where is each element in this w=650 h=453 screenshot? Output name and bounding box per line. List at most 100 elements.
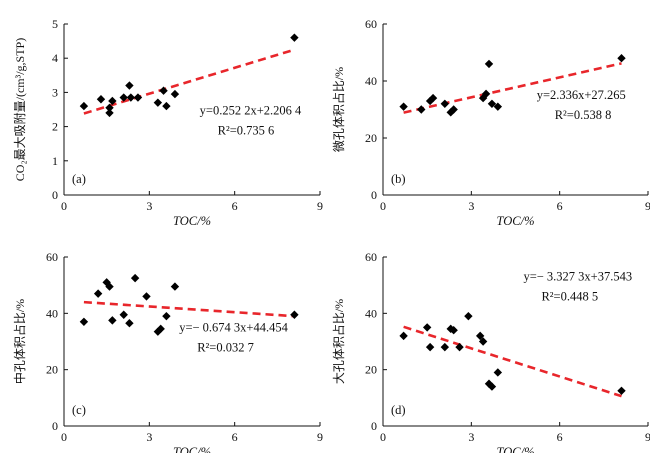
- panel-d-ticks: 0 3 6 9 0 20 40 60: [365, 250, 650, 444]
- panel-d-data-point: [464, 311, 473, 321]
- panel-d: 0 3 6 9 0 20 40 60 TOC/% 大孔体积占比/% y=− 3.327 3x+…: [331, 250, 650, 453]
- panel-b-data-point: [449, 105, 458, 114]
- panel-b-trendline: [403, 62, 622, 114]
- panel-d-x-tick-label: 0: [380, 430, 386, 444]
- panel-b-data-point: [440, 99, 450, 108]
- panel-c-data-point: [290, 310, 299, 319]
- panel-b-x-tick-label: 6: [557, 199, 563, 213]
- panel-d-data-point: [440, 342, 450, 352]
- panel-a-y-tick-label: 3: [52, 85, 58, 99]
- panel-a-data-point: [108, 96, 117, 106]
- panel-c-x-tick-label: 3: [146, 430, 152, 444]
- panel-a-x-tick-label: 6: [232, 199, 238, 213]
- panel-b-x-axis-title: TOC/%: [497, 214, 535, 228]
- panel-a: 0 3 6 9 0 1 2 3 4 5 TOC/% CO₂最大吸附量/(cm³/g,STP) y=…: [13, 17, 323, 228]
- panel-c-y-axis-title: 中孔体积占比/%: [12, 299, 27, 384]
- panel-a-data-point: [126, 93, 136, 102]
- panel-d-y-tick-label: 60: [365, 250, 377, 264]
- panel-d-data-point: [487, 382, 497, 391]
- panel-d-x-tick-label: 6: [557, 430, 563, 444]
- panel-a-y-tick-label: 5: [52, 17, 58, 31]
- panel-d-y-tick-label: 0: [371, 419, 377, 433]
- panel-c-y-tick-label: 20: [46, 363, 58, 377]
- panel-a-data-point: [133, 93, 143, 102]
- panel-c-equation: y=− 0.674 3x+44.454: [179, 320, 288, 334]
- panel-b-y-tick-label: 0: [371, 188, 377, 202]
- panel-a-x-tick-label: 9: [317, 199, 323, 213]
- panel-d-y-tick-label: 20: [365, 363, 377, 377]
- panel-d-data-point: [493, 368, 503, 377]
- panel-b-data-point: [428, 93, 438, 103]
- panel-a-equation: y=0.252 2x+2.206 4: [200, 104, 302, 118]
- panel-c-data-point: [142, 292, 151, 301]
- panel-c-data-point: [156, 324, 165, 334]
- panel-d-data-point: [422, 323, 432, 332]
- panel-a-y-tick-label: 1: [52, 154, 58, 168]
- panel-c-data-point: [170, 282, 180, 291]
- panel-c-data-point: [125, 318, 134, 328]
- panel-a-data-point: [96, 95, 106, 104]
- panel-c-data-point: [93, 289, 103, 298]
- panel-b-data-point: [484, 59, 494, 69]
- panel-a-data-point: [105, 103, 114, 112]
- panel-c-y-tick-label: 0: [52, 419, 58, 433]
- panel-b-ticks: 0 3 6 9 0 20 40 60: [365, 17, 650, 213]
- panel-b-marks: [399, 54, 626, 117]
- panel-a-data-point: [159, 86, 168, 95]
- panel-d-data-point: [449, 326, 458, 335]
- panel-d-marks: [399, 311, 626, 398]
- panel-d-y-tick-label: 40: [365, 306, 377, 320]
- panel-a-data-point: [119, 93, 128, 102]
- panel-c-x-tick-label: 0: [61, 430, 67, 444]
- panel-c-data-point: [130, 273, 140, 283]
- panel-c-marks: [79, 273, 299, 336]
- panel-d-x-tick-label: 3: [468, 430, 474, 444]
- panel-c-y-tick-label: 40: [46, 306, 58, 320]
- panel-a-data-point: [162, 101, 171, 111]
- panel-d-data-point: [617, 386, 626, 395]
- panel-a-x-axis-title: TOC/%: [173, 214, 211, 228]
- panel-a-x-tick-label: 3: [146, 199, 152, 213]
- panel-a-data-point: [105, 108, 114, 118]
- panel-d-x-axis-title: TOC/%: [497, 445, 535, 453]
- panel-b-x-tick-label: 3: [468, 199, 474, 213]
- panel-a-y-tick-label: 2: [52, 120, 58, 134]
- panel-a-y-axis-title: CO₂最大吸附量/(cm³/g,STP): [13, 38, 27, 181]
- panel-b-data-point: [399, 102, 408, 111]
- panel-d-trendline: [403, 325, 622, 398]
- panel-c-x-tick-label: 6: [232, 430, 238, 444]
- panel-b-data-point: [493, 102, 503, 111]
- panel-a-data-point: [290, 33, 299, 42]
- panel-a-y-tick-label: 4: [52, 51, 58, 65]
- panel-a-label: (a): [72, 172, 86, 186]
- panel-d-label: (d): [391, 403, 406, 417]
- panel-d-data-point: [475, 331, 485, 341]
- panel-c-label: (c): [72, 403, 86, 417]
- panel-d-data-point: [478, 337, 488, 346]
- panel-b-y-tick-label: 20: [365, 131, 377, 145]
- panel-c-data-point: [119, 310, 128, 319]
- panel-b-data-point: [417, 105, 426, 114]
- panel-a-y-tick-label: 0: [52, 188, 58, 202]
- panel-d-data-point: [455, 342, 464, 352]
- panel-a-x-tick-label: 0: [61, 199, 67, 213]
- panel-a-r-squared: R²=0.735 6: [218, 124, 275, 138]
- panel-c-data-point: [105, 282, 114, 291]
- panel-c-trendline: [83, 300, 295, 318]
- panel-b-data-point: [487, 99, 497, 108]
- panel-d-r-squared: R²=0.448 5: [541, 290, 598, 304]
- panel-b: 0 3 6 9 0 20 40 60 TOC/% 微孔体积占比/% y=2.336x+27.2…: [331, 17, 650, 228]
- panel-d-data-point: [425, 342, 435, 352]
- panel-c-x-tick-label: 9: [317, 430, 323, 444]
- panel-c-data-point: [79, 317, 89, 326]
- panel-d-y-axis-title: 大孔体积占比/%: [331, 299, 346, 384]
- panel-c-r-squared: R²=0.032 7: [197, 340, 254, 354]
- panel-b-y-tick-label: 60: [365, 17, 377, 31]
- panel-b-r-squared: R²=0.538 8: [555, 108, 612, 122]
- panel-c-data-point: [108, 316, 117, 325]
- panel-d-data-point: [399, 331, 408, 341]
- panel-a-marks: [79, 33, 299, 118]
- panel-b-label: (b): [391, 172, 406, 186]
- panel-b-equation: y=2.336x+27.265: [537, 88, 626, 102]
